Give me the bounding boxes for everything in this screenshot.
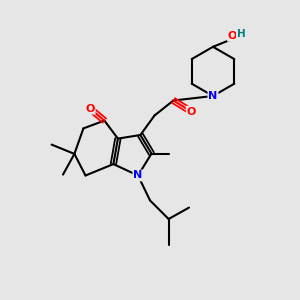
Text: O: O <box>228 31 237 41</box>
Text: H: H <box>237 29 246 39</box>
Text: N: N <box>208 91 217 101</box>
Text: N: N <box>134 170 142 181</box>
Text: O: O <box>187 106 196 117</box>
Text: O: O <box>85 103 95 114</box>
